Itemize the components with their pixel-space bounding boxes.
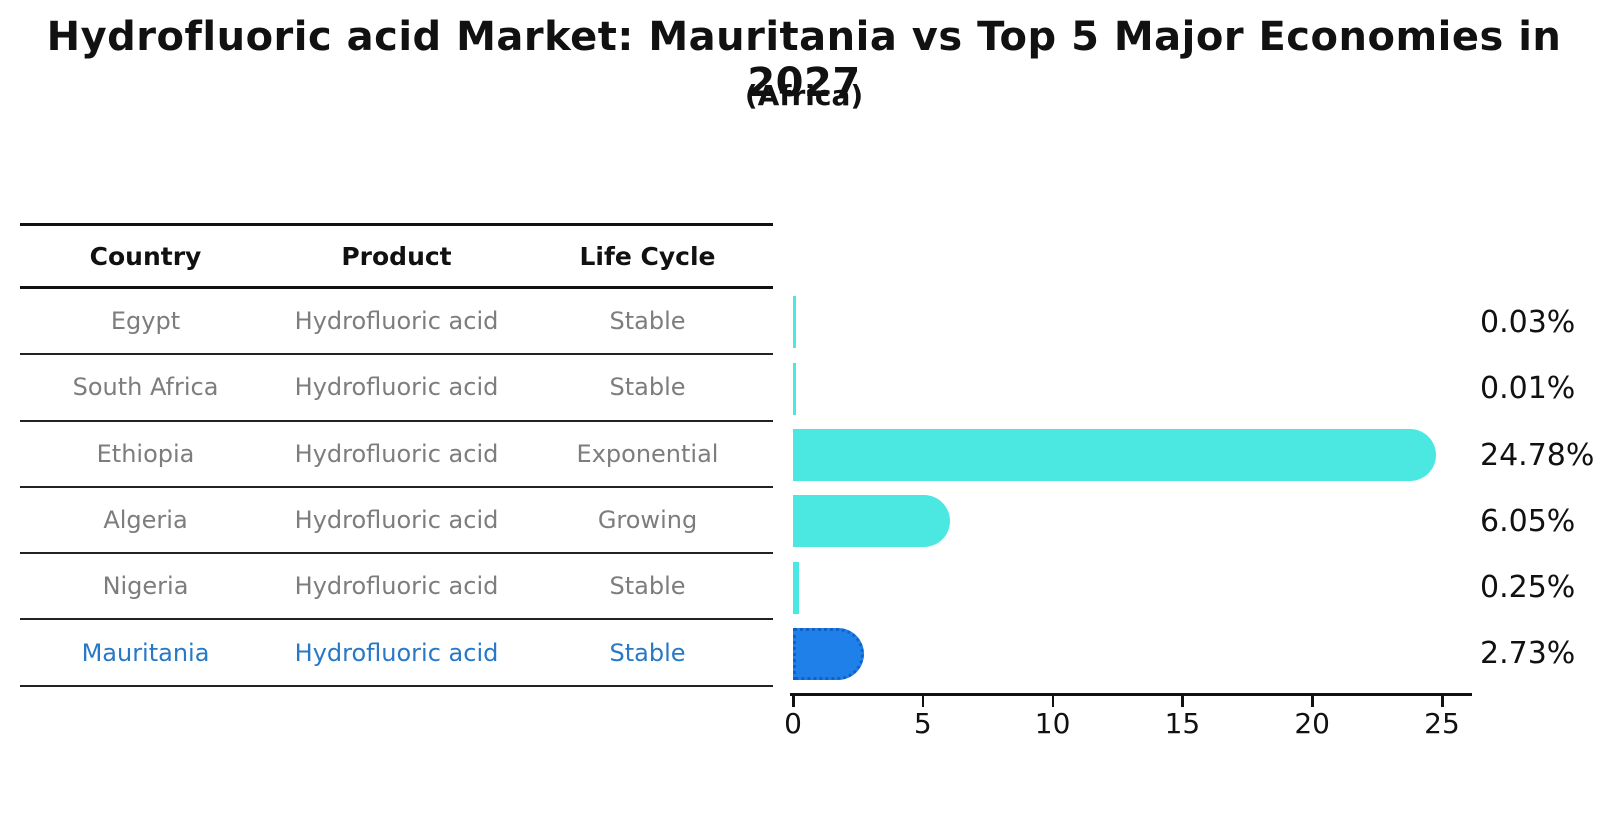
- column-header-country: Country: [89, 241, 202, 271]
- country-table: Country Product Life Cycle Egypt Hydrofl…: [20, 223, 773, 687]
- value-label: 0.03%: [1480, 304, 1576, 340]
- country-cell: Algeria: [103, 506, 188, 535]
- x-axis-tick-label: 25: [1424, 707, 1460, 740]
- product-cell: Hydrofluoric acid: [294, 307, 499, 336]
- x-axis-tick: [1311, 696, 1314, 707]
- country-cell: Nigeria: [102, 572, 189, 601]
- x-axis-tick-label: 0: [784, 707, 802, 740]
- life-cycle-cell: Stable: [609, 373, 686, 402]
- table-row: Nigeria Hydrofluoric acid Stable: [20, 554, 773, 621]
- value-label: 2.73%: [1480, 636, 1576, 672]
- chart-subtitle: (Africa): [744, 79, 864, 112]
- bar-egypt: [793, 296, 796, 349]
- life-cycle-cell: Stable: [609, 307, 686, 336]
- product-cell: Hydrofluoric acid: [294, 439, 499, 468]
- bar-south-africa: [793, 362, 796, 415]
- country-cell: Ethiopia: [96, 439, 195, 468]
- table-row: Algeria Hydrofluoric acid Growing: [20, 488, 773, 555]
- life-cycle-cell: Growing: [597, 506, 698, 535]
- x-axis-tick: [1441, 696, 1444, 707]
- chart-title: Hydrofluoric acid Market: Mauritania vs …: [46, 14, 1562, 106]
- value-label: 24.78%: [1480, 437, 1595, 473]
- x-axis-line: [790, 693, 1472, 696]
- x-axis-tick-label: 10: [1034, 707, 1071, 740]
- life-cycle-cell: Exponential: [576, 439, 719, 468]
- bar-mauritania: [793, 627, 864, 680]
- x-axis-tick: [1181, 696, 1184, 707]
- country-cell: Egypt: [110, 307, 181, 336]
- table-header-row: Country Product Life Cycle: [20, 223, 773, 289]
- product-cell: Hydrofluoric acid: [294, 638, 499, 667]
- x-axis-tick-label: 15: [1164, 707, 1201, 740]
- value-label: 0.25%: [1480, 570, 1576, 606]
- bar-nigeria: [793, 561, 800, 614]
- value-label: 6.05%: [1480, 503, 1576, 539]
- column-header-life-cycle: Life Cycle: [579, 241, 716, 271]
- bar-ethiopia: [793, 429, 1437, 482]
- life-cycle-cell: Stable: [609, 572, 686, 601]
- life-cycle-cell: Stable: [609, 638, 686, 667]
- x-axis-tick: [921, 696, 925, 707]
- table-row: Ethiopia Hydrofluoric acid Exponential: [20, 422, 773, 488]
- country-cell: South Africa: [72, 373, 219, 402]
- x-axis-tick-label: 20: [1294, 707, 1330, 740]
- column-header-product: Product: [341, 241, 452, 271]
- table-row: Egypt Hydrofluoric acid Stable: [20, 289, 773, 356]
- value-label: 0.01%: [1480, 371, 1576, 407]
- table-row: South Africa Hydrofluoric acid Stable: [20, 355, 773, 422]
- bar-algeria: [793, 495, 951, 548]
- country-cell: Mauritania: [81, 638, 210, 667]
- product-cell: Hydrofluoric acid: [294, 373, 499, 402]
- product-cell: Hydrofluoric acid: [294, 572, 499, 601]
- product-cell: Hydrofluoric acid: [294, 506, 499, 535]
- table-row: Mauritania Hydrofluoric acid Stable: [20, 620, 773, 687]
- x-axis-tick: [792, 696, 795, 707]
- x-axis-tick: [1051, 696, 1055, 707]
- x-axis-tick-label: 5: [913, 707, 932, 740]
